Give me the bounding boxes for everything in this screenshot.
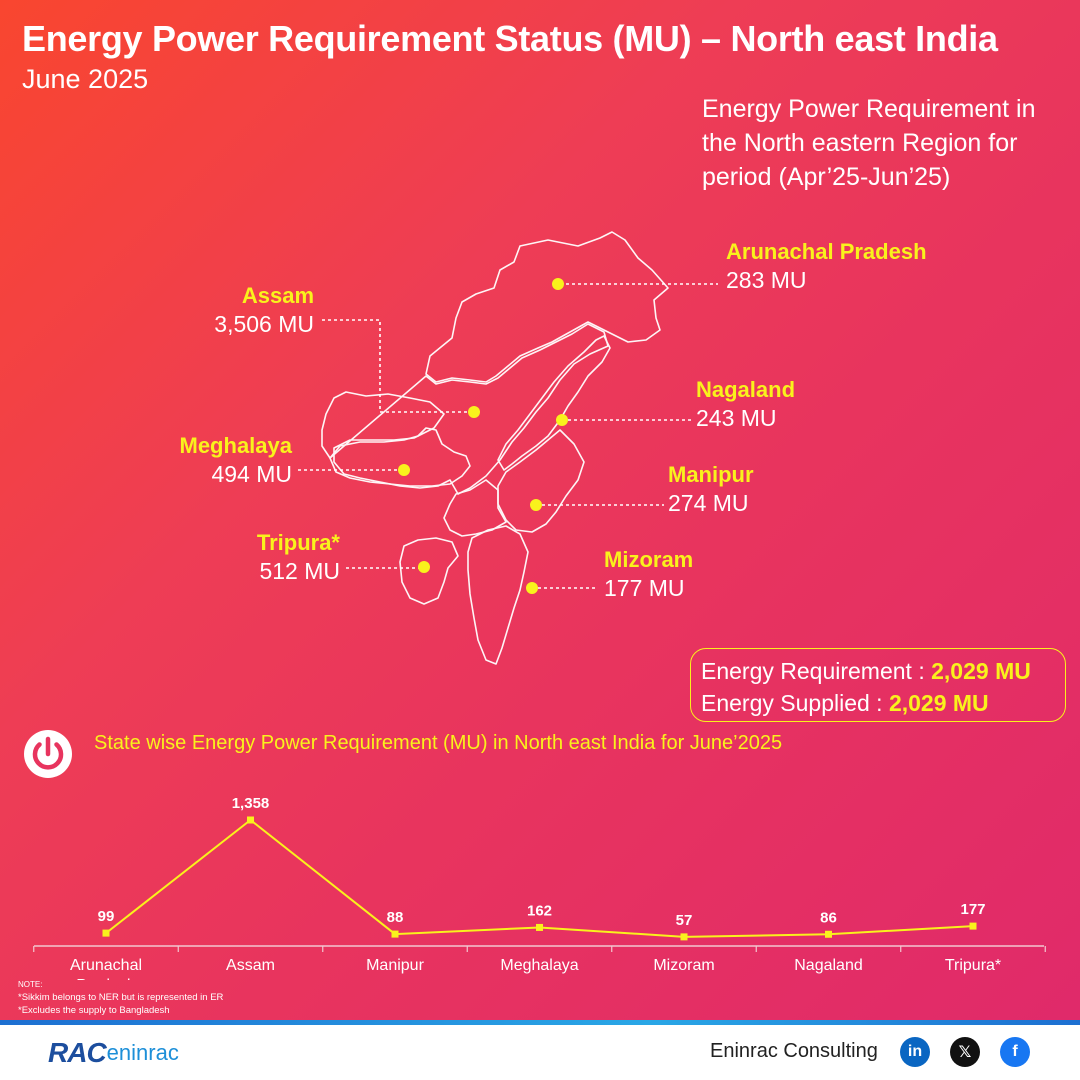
map-outline-arunachal: [425, 231, 669, 383]
dot-arunachal: [552, 278, 564, 290]
x-tick-label: Meghalaya: [500, 957, 578, 974]
map-outline-tripura: [399, 537, 459, 605]
data-point: [247, 816, 254, 824]
eninrac-logo: RAC eninrac: [48, 1037, 179, 1068]
data-label: 99: [98, 908, 115, 925]
note-line-2: *Excludes the supply to Bangladesh: [18, 1005, 170, 1016]
dot-nagaland: [556, 414, 568, 426]
note-line-1: *Sikkim belongs to NER but is represente…: [18, 992, 224, 1003]
map-outline-nagaland: [497, 335, 611, 471]
x-icon[interactable]: 𝕏: [950, 1037, 980, 1067]
linkedin-icon[interactable]: in: [900, 1037, 930, 1067]
data-label: 86: [820, 909, 837, 926]
data-point: [102, 929, 110, 937]
data-label: 162: [527, 902, 552, 919]
x-tick-label: Nagaland: [794, 957, 863, 974]
label-nagaland: Nagaland 243 MU: [696, 377, 796, 431]
facebook-icon[interactable]: f: [1000, 1037, 1030, 1067]
background: [0, 0, 1080, 1022]
period-description: Energy Power Requirement in the North ea…: [702, 95, 1036, 191]
map-outline-mizoram: [467, 525, 529, 665]
dot-meghalaya: [398, 464, 410, 476]
x-tick-label: Assam: [226, 957, 275, 974]
data-label: 177: [960, 901, 985, 918]
map-outline-assam: [321, 323, 609, 495]
summary-box: Energy Requirement : 2,029 MU Energy Sup…: [690, 648, 1066, 722]
footer: RAC eninrac Eninrac Consulting in 𝕏 f: [0, 1025, 1080, 1080]
map-outline-cachar: [443, 479, 507, 537]
label-mizoram: Mizoram 177 MU: [604, 547, 694, 601]
data-point: [680, 933, 688, 941]
data-label: 1,358: [232, 795, 270, 812]
map-outline-manipur: [497, 429, 585, 533]
chart-title: State wise Energy Power Requirement (MU)…: [94, 732, 783, 754]
x-tick-label: Tripura*: [945, 957, 1001, 974]
dot-tripura: [418, 561, 430, 573]
page-title: Energy Power Requirement Status (MU) – N…: [22, 18, 998, 59]
notes-heading: NOTE:: [18, 980, 43, 989]
leader-assam: [322, 319, 474, 413]
data-point: [825, 930, 832, 938]
dot-mizoram: [526, 582, 538, 594]
x-tick-label: Manipur: [366, 957, 424, 974]
data-point: [391, 930, 399, 938]
summary-requirement: Energy Requirement : 2,029 MU: [701, 658, 1031, 684]
map-outline-meghalaya: [329, 427, 471, 487]
data-label: 88: [387, 909, 404, 926]
company-name: Eninrac Consulting: [710, 1040, 878, 1062]
page-subtitle: June 2025: [22, 64, 149, 94]
dot-assam: [468, 406, 480, 418]
label-tripura: Tripura* 512 MU: [256, 530, 340, 584]
x-tick-label: Mizoram: [653, 957, 714, 974]
footer-stripe: [0, 1020, 1080, 1025]
data-point: [969, 922, 977, 930]
data-point: [536, 923, 543, 931]
label-manipur: Manipur 274 MU: [668, 462, 754, 516]
data-label: 57: [676, 912, 693, 929]
label-meghalaya: Meghalaya 494 MU: [179, 433, 293, 487]
summary-supplied: Energy Supplied : 2,029 MU: [701, 690, 989, 716]
notes: NOTE: *Sikkim belongs to NER but is repr…: [18, 978, 223, 1017]
power-icon: [24, 730, 72, 778]
label-arunachal-pradesh: Arunachal Pradesh 283 MU: [726, 239, 927, 293]
dot-manipur: [530, 499, 542, 511]
label-assam: Assam 3,506 MU: [214, 283, 314, 337]
